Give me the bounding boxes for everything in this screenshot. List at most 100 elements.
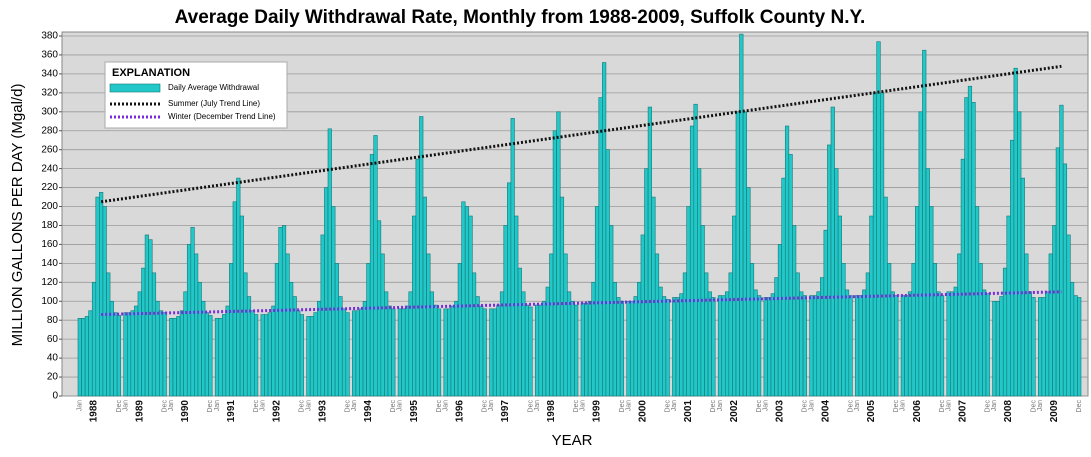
bar xyxy=(538,304,543,397)
bar xyxy=(644,168,649,397)
x-tick-label: Dec xyxy=(802,400,809,413)
bar xyxy=(1073,295,1078,397)
bar xyxy=(380,253,385,397)
x-tick-label: 2007 xyxy=(957,400,968,423)
bar xyxy=(728,272,733,397)
bar xyxy=(422,196,427,397)
x-tick-label: Dec xyxy=(665,400,672,413)
legend-swatch xyxy=(109,83,161,93)
bar xyxy=(742,111,747,397)
x-tick-label: Dec xyxy=(207,400,214,413)
x-tick-label: Dec xyxy=(847,400,854,413)
bar xyxy=(1066,234,1071,397)
bar xyxy=(183,291,188,397)
bar xyxy=(1055,147,1060,397)
bar xyxy=(865,272,870,397)
x-tick-label: Jan xyxy=(77,400,84,411)
bar xyxy=(763,297,768,397)
bar xyxy=(397,308,402,397)
bar xyxy=(338,296,343,397)
bar xyxy=(982,289,987,397)
y-tick-label: 260 xyxy=(41,144,58,155)
bar xyxy=(95,196,100,397)
bar xyxy=(749,263,755,397)
bar xyxy=(517,267,522,397)
y-tick-label: 120 xyxy=(41,277,58,288)
bar xyxy=(162,312,167,397)
bar xyxy=(426,253,431,397)
bar xyxy=(1037,297,1043,397)
y-tick-label: 380 xyxy=(41,31,58,42)
x-tick-label: Jan xyxy=(488,400,495,411)
bar xyxy=(225,305,230,397)
bar xyxy=(612,282,617,397)
bar xyxy=(939,295,945,397)
bar xyxy=(285,253,290,397)
bar xyxy=(186,244,192,397)
x-tick-label: Dec xyxy=(619,400,626,413)
bar xyxy=(563,253,568,397)
bar xyxy=(985,293,990,397)
bar xyxy=(887,263,892,397)
bar xyxy=(556,111,561,397)
bar xyxy=(289,282,294,397)
bar xyxy=(267,312,272,397)
y-tick-label: 240 xyxy=(41,163,58,174)
bar xyxy=(528,306,533,397)
x-tick-label: Jan xyxy=(168,400,175,411)
bar xyxy=(682,272,687,397)
bar xyxy=(689,125,695,397)
bar xyxy=(735,111,740,397)
x-tick-label: 2003 xyxy=(775,400,786,423)
x-tick-label: Dec xyxy=(985,400,992,413)
y-tick-label: 80 xyxy=(47,315,59,326)
bar xyxy=(855,295,860,397)
bar xyxy=(264,314,269,397)
bar xyxy=(352,310,357,397)
bar xyxy=(169,318,174,397)
bar xyxy=(320,234,325,397)
bar xyxy=(900,295,905,397)
bar xyxy=(148,239,153,397)
bar xyxy=(820,277,825,397)
bar xyxy=(637,282,642,397)
bar xyxy=(640,234,645,397)
bar xyxy=(461,201,466,397)
bar xyxy=(823,229,828,397)
bar xyxy=(208,315,213,397)
bar xyxy=(1062,163,1068,397)
bar xyxy=(602,62,607,397)
bar xyxy=(894,295,899,397)
bar xyxy=(654,253,660,397)
y-axis-label: MILLION GALLONS PER DAY (Mgal/d) xyxy=(9,84,26,347)
x-tick-label: Dec xyxy=(756,400,763,413)
bar xyxy=(918,111,923,397)
y-tick-label: 100 xyxy=(41,296,58,307)
bar xyxy=(911,263,916,397)
bar xyxy=(313,312,318,397)
trend-line xyxy=(101,290,1062,317)
x-tick-label: Jan xyxy=(351,400,358,411)
bar xyxy=(415,158,420,397)
x-tick-label: Jan xyxy=(214,400,221,411)
bar xyxy=(232,201,237,397)
bar xyxy=(869,215,874,397)
bar xyxy=(1070,282,1075,397)
bar xyxy=(475,296,480,397)
y-tick-label: 20 xyxy=(47,372,59,383)
bar xyxy=(391,308,396,397)
x-tick-label: Dec xyxy=(1076,400,1083,413)
x-tick-label: 1993 xyxy=(317,400,328,423)
x-tick-label: 2009 xyxy=(1049,400,1060,423)
bar xyxy=(1077,297,1082,397)
bar xyxy=(739,33,744,397)
x-tick-label: Dec xyxy=(710,400,717,413)
bar xyxy=(647,106,652,397)
x-tick-label: Jan xyxy=(991,400,998,411)
bar xyxy=(151,272,157,397)
x-tick-label: 1995 xyxy=(409,400,420,423)
bar xyxy=(616,297,621,397)
x-tick-label: 1992 xyxy=(272,400,283,423)
bar xyxy=(201,300,206,397)
bar xyxy=(299,314,304,397)
